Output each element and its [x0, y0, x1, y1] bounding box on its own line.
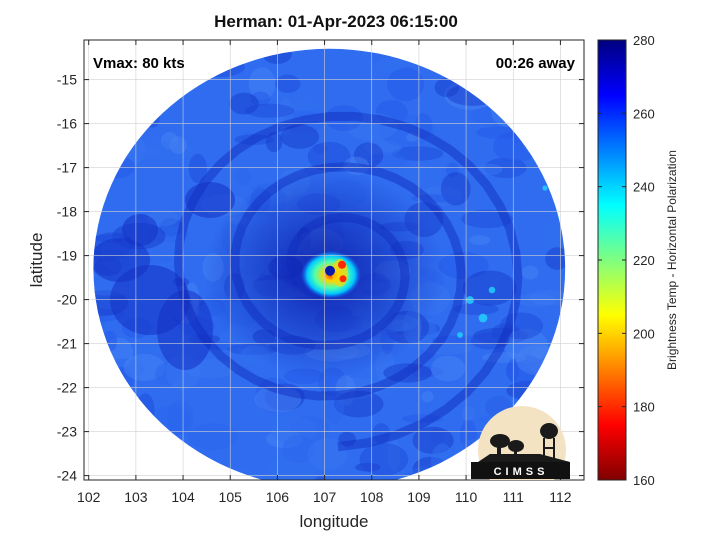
y-tick-label: -22: [57, 380, 77, 396]
x-tick-label: 110: [455, 489, 478, 505]
colorbar-tick-label: 240: [633, 180, 655, 195]
colorbar-tick-label: 180: [633, 400, 655, 415]
colorbar: [598, 40, 626, 480]
x-tick-label: 111: [503, 489, 524, 505]
y-tick-label: -23: [57, 424, 77, 440]
colorbar-tick-label: 260: [633, 106, 655, 121]
x-tick-label: 102: [77, 489, 101, 505]
x-axis-label: longitude: [299, 512, 368, 531]
y-axis-ticks: -15 -16 -17 -18 -19 -20 -21 -22 -23 -24: [57, 72, 584, 484]
y-tick-label: -19: [57, 248, 77, 264]
x-tick-label: 104: [171, 489, 195, 505]
y-tick-label: -20: [57, 292, 77, 308]
y-tick-label: -21: [57, 336, 77, 352]
y-tick-label: -18: [57, 204, 77, 220]
y-tick-label: -17: [57, 160, 77, 176]
axes-frame: [83, 39, 585, 481]
x-tick-label: 105: [219, 489, 243, 505]
x-tick-label: 107: [313, 489, 337, 505]
time-away-annotation: 00:26 away: [496, 55, 576, 72]
x-tick-label: 103: [124, 489, 148, 505]
colorbar-ticks: 280 260 240 220 200 180 160: [598, 33, 655, 488]
x-tick-label: 108: [360, 489, 384, 505]
colorbar-label: Brightness Temp - Horizontal Polarizatio…: [665, 150, 679, 370]
y-axis-label: latitude: [27, 233, 46, 288]
x-tick-label: 112: [549, 489, 572, 505]
colorbar-tick-label: 280: [633, 33, 655, 48]
y-tick-label: -16: [57, 116, 77, 132]
x-tick-label: 106: [266, 489, 290, 505]
colorbar-tick-label: 220: [633, 253, 655, 268]
colorbar-tick-label: 160: [633, 473, 655, 488]
vmax-annotation: Vmax: 80 kts: [93, 55, 185, 72]
grid-lines: [84, 40, 584, 480]
plot-title: Herman: 01-Apr-2023 06:15:00: [214, 12, 458, 31]
cimss-logo: CIMSS: [471, 406, 570, 480]
colorbar-tick-label: 200: [633, 326, 655, 341]
logo-text: CIMSS: [494, 466, 549, 478]
x-axis-ticks: 102 103 104 105 106 107 108 109 110 111 112: [77, 40, 572, 505]
y-tick-label: -15: [57, 72, 77, 88]
y-tick-label: -24: [57, 468, 77, 484]
x-tick-label: 109: [407, 489, 431, 505]
